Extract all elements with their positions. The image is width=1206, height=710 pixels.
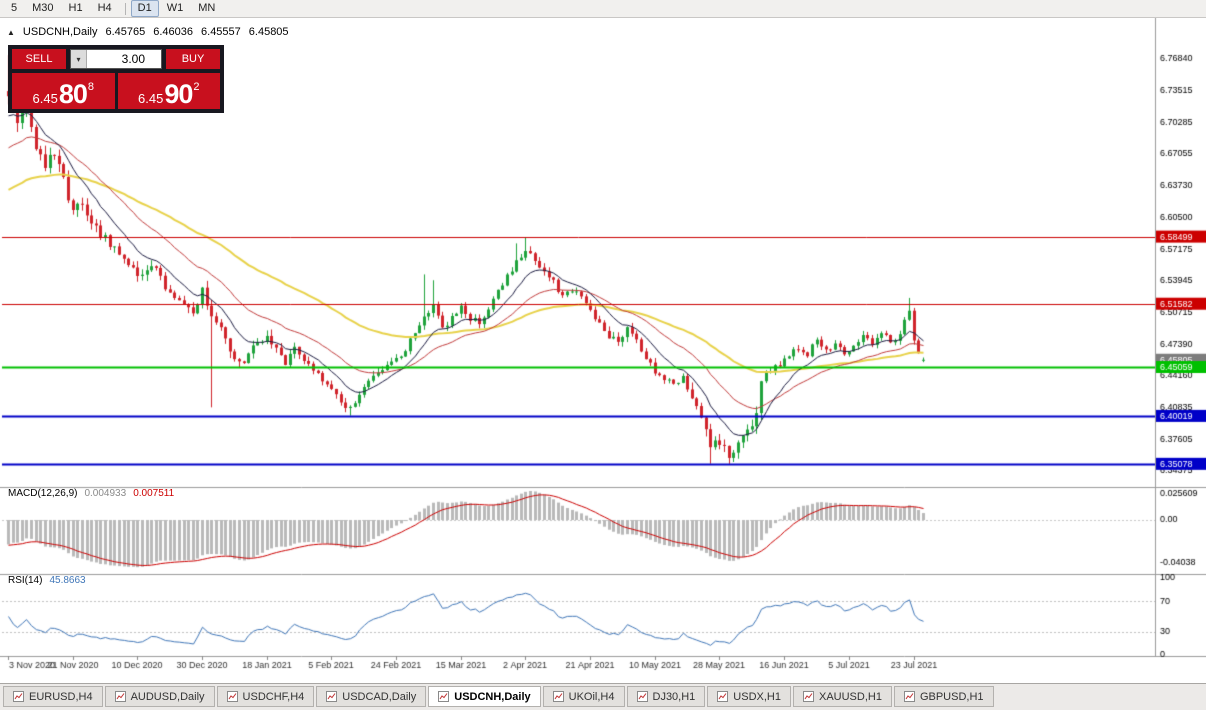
ohlc-open: 6.45765	[105, 26, 146, 38]
timeframe-button-h1[interactable]: H1	[68, 2, 83, 14]
timeframe-button-m30[interactable]: M30	[32, 2, 54, 14]
chart-icon	[802, 691, 814, 702]
tab-label: EURUSD,H4	[29, 690, 93, 703]
rsi-value: 45.8663	[49, 575, 86, 586]
rsi-label: RSI(14) 45.8663	[8, 575, 86, 586]
tab-label: USDCNH,Daily	[454, 690, 531, 703]
timeframe-button-h4[interactable]: H4	[97, 2, 112, 14]
buy-price-button[interactable]: 6.45 90 2	[117, 73, 220, 110]
chart-tabs: EURUSD,H4 AUDUSD,Daily USDCHF,H4 USDCAD,Dai…	[0, 683, 1206, 710]
chart-tab-dj30-h1[interactable]: DJ30,H1	[626, 686, 706, 707]
ohlc-low: 6.45557	[201, 26, 241, 38]
buy-price-prefix: 6.45	[138, 90, 164, 106]
macd-label: MACD(12,26,9) 0.004933 0.007511	[8, 488, 174, 499]
tab-label: USDCAD,Daily	[342, 690, 417, 703]
volume-dropdown-icon[interactable]: ▾	[71, 50, 87, 68]
macd-value-main: 0.004933	[84, 488, 127, 499]
chart-icon	[226, 691, 238, 702]
chart-tab-usdchf-h4[interactable]: USDCHF,H4	[216, 686, 315, 707]
buy-price-point-digit: 2	[193, 81, 200, 93]
tab-label: USDX,H1	[733, 690, 781, 703]
sell-price-point-digit: 8	[87, 81, 94, 93]
chart-tab-eurusd-h4[interactable]: EURUSD,H4	[3, 686, 103, 707]
chart-icon	[114, 691, 126, 702]
chart-tab-ukoil-h4[interactable]: UKOil,H4	[542, 686, 625, 707]
timeframe-button-w1[interactable]: W1	[166, 2, 184, 14]
chart-ohlc-header: ▲ USDCNH,Daily 6.45765 6.46036 6.45557 6…	[7, 26, 289, 38]
chart-icon	[552, 691, 564, 702]
price-chart-canvas[interactable]	[0, 18, 1206, 683]
timeframe-button-5[interactable]: 5	[11, 2, 18, 14]
tab-label: XAUUSD,H1	[818, 690, 882, 703]
sell-price-big-digits: 80	[58, 79, 88, 110]
ohlc-close: 6.45805	[248, 26, 289, 38]
tab-label: GBPUSD,H1	[919, 690, 984, 703]
tab-label: AUDUSD,Daily	[130, 690, 205, 703]
chart-tab-xauusd-h1[interactable]: XAUUSD,H1	[792, 686, 892, 707]
rsi-name: RSI(14)	[8, 575, 43, 586]
one-click-trading-panel: SELL ▾ 3.00 BUY 6.45 80 8 6.45 90 2	[8, 45, 224, 113]
tab-label: UKOil,H4	[568, 690, 615, 703]
chart-tab-usdcad-daily[interactable]: USDCAD,Daily	[316, 686, 427, 707]
chart-icon	[717, 691, 729, 702]
buy-price-big-digits: 90	[164, 79, 193, 110]
timeframe-button-mn[interactable]: MN	[198, 2, 216, 14]
one-click-collapse-icon[interactable]: ▲	[7, 27, 15, 37]
chart-tab-usdx-h1[interactable]: USDX,H1	[707, 686, 791, 707]
timeframe-toolbar: 5 M30 H1 H4 D1 W1 MN	[0, 0, 1206, 18]
macd-value-signal: 0.007511	[133, 488, 175, 499]
volume-input[interactable]: 3.00	[121, 52, 145, 66]
chart-icon	[903, 691, 915, 702]
ohlc-high: 6.46036	[153, 26, 194, 38]
chart-icon	[13, 691, 24, 702]
chart-icon	[438, 691, 450, 702]
chart-icon	[326, 691, 338, 702]
chart-tab-usdcnh-daily[interactable]: USDCNH,Daily	[428, 686, 541, 707]
sell-price-prefix: 6.45	[32, 90, 58, 106]
buy-button[interactable]: BUY	[166, 49, 220, 69]
tab-label: DJ30,H1	[652, 690, 696, 703]
timeframe-button-d1[interactable]: D1	[130, 0, 159, 17]
toolbar-separator	[124, 2, 126, 15]
macd-name: MACD(12,26,9)	[8, 488, 78, 499]
chart-icon	[636, 691, 648, 702]
chart-tab-audusd-daily[interactable]: AUDUSD,Daily	[104, 686, 215, 707]
tab-label: USDCHF,H4	[242, 690, 305, 703]
sell-button[interactable]: SELL	[12, 49, 66, 69]
chart-symbol-label: USDCNH,Daily	[22, 26, 98, 38]
volume-control: ▾ 3.00	[70, 49, 162, 69]
chart-tab-gbpusd-h1[interactable]: GBPUSD,H1	[893, 686, 994, 707]
sell-price-button[interactable]: 6.45 80 8	[12, 73, 115, 109]
